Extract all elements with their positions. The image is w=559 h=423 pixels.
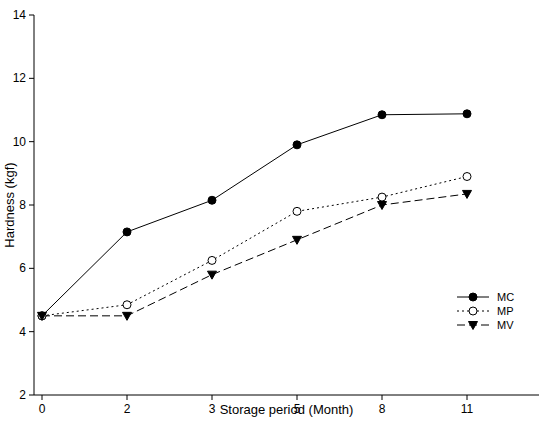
y-tick-label: 10 xyxy=(13,135,27,149)
data-point xyxy=(38,312,47,320)
data-point xyxy=(378,202,387,210)
data-point xyxy=(463,110,471,118)
chart-svg: 24681012140235811Storage period (Month)H… xyxy=(0,0,559,423)
y-tick-label: 8 xyxy=(19,198,26,212)
legend-marker xyxy=(469,307,477,315)
y-tick xyxy=(29,268,34,269)
plot-data xyxy=(38,110,472,321)
data-point xyxy=(378,111,386,119)
x-tick-label: 0 xyxy=(39,402,46,416)
data-point xyxy=(208,271,217,279)
legend-marker xyxy=(469,322,478,330)
data-point xyxy=(378,193,386,201)
series-line xyxy=(42,177,467,316)
x-tick xyxy=(212,395,213,400)
data-point xyxy=(123,228,131,236)
y-tick-label: 12 xyxy=(13,71,27,85)
data-point xyxy=(38,312,46,320)
series-line xyxy=(42,114,467,316)
data-point xyxy=(38,312,46,320)
y-tick-label: 4 xyxy=(19,325,26,339)
x-tick xyxy=(467,395,468,400)
legend-label: MC xyxy=(497,291,514,303)
legend: MC MP MV xyxy=(457,291,514,331)
legend-marker xyxy=(469,293,477,301)
x-tick-label: 8 xyxy=(379,402,386,416)
data-point xyxy=(123,312,132,320)
y-tick xyxy=(29,78,34,79)
data-point xyxy=(293,141,301,149)
x-tick xyxy=(42,395,43,400)
data-point xyxy=(463,173,471,181)
data-point xyxy=(208,256,216,264)
x-tick xyxy=(297,395,298,400)
legend-label: MV xyxy=(497,319,514,331)
y-tick xyxy=(29,15,34,16)
legend-label: MP xyxy=(497,305,514,317)
y-tick xyxy=(29,141,34,142)
data-point xyxy=(208,196,216,204)
y-tick-label: 6 xyxy=(19,261,26,275)
series-line xyxy=(42,194,467,316)
data-point xyxy=(293,207,301,215)
y-tick-label: 14 xyxy=(13,8,27,22)
y-tick-label: 2 xyxy=(19,388,26,402)
x-tick-label: 3 xyxy=(209,402,216,416)
y-tick xyxy=(29,331,34,332)
chart-root: 24681012140235811Storage period (Month)H… xyxy=(0,0,559,423)
y-axis-label: Hardness (kgf) xyxy=(2,162,17,247)
x-tick xyxy=(127,395,128,400)
y-tick xyxy=(29,205,34,206)
x-tick-label: 2 xyxy=(124,402,131,416)
x-axis xyxy=(34,395,539,396)
data-point xyxy=(293,236,302,244)
data-point xyxy=(463,190,472,198)
x-axis-label: Storage period (Month) xyxy=(220,402,354,417)
data-point xyxy=(123,301,131,309)
x-tick-label: 11 xyxy=(461,402,474,416)
x-tick xyxy=(382,395,383,400)
y-tick xyxy=(29,395,34,396)
